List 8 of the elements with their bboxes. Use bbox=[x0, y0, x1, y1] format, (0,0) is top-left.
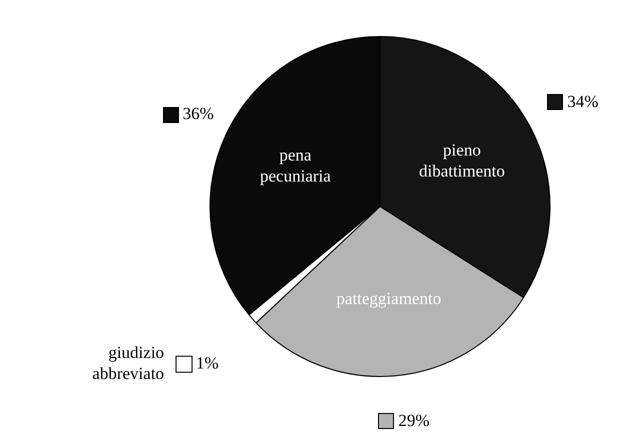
data-label: 36% bbox=[182, 104, 214, 124]
slice-label: patteggiamento bbox=[336, 289, 442, 308]
slice-label: pena pecuniaria bbox=[260, 146, 332, 186]
data-label: 29% bbox=[398, 410, 430, 430]
legend-label: giudizio abbreviato bbox=[92, 343, 164, 384]
data-label: 1% bbox=[196, 354, 219, 373]
data-label: 34% bbox=[567, 92, 598, 111]
slice-label: pieno dibattimento bbox=[418, 140, 505, 180]
